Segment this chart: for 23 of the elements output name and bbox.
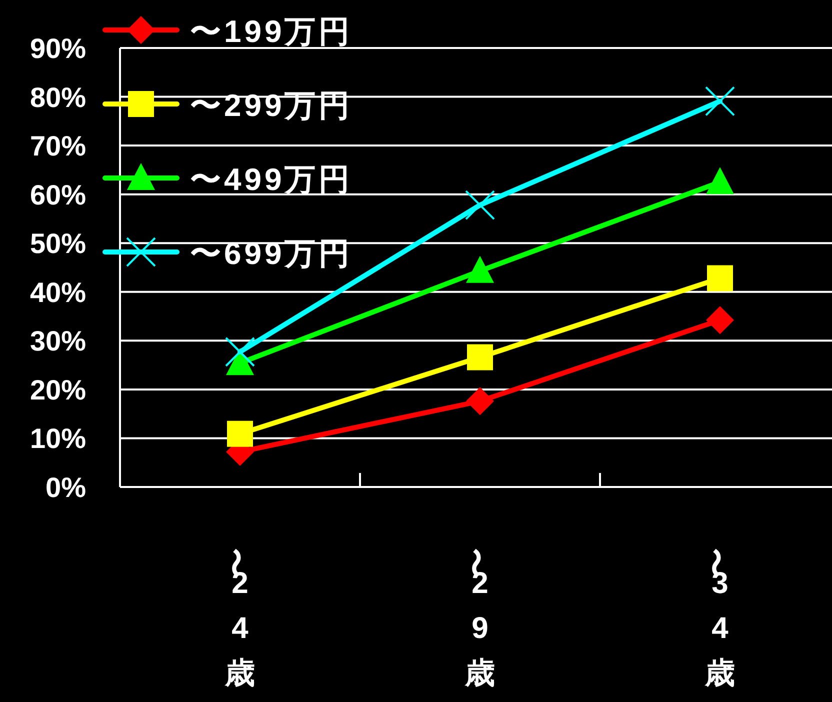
point bbox=[705, 86, 735, 116]
y-tick-label: 0% bbox=[46, 472, 86, 503]
point bbox=[226, 348, 254, 376]
point bbox=[225, 336, 255, 367]
legend-label: 〜499万円 bbox=[190, 162, 353, 197]
point bbox=[707, 265, 733, 292]
legend-label: 〜199万円 bbox=[190, 14, 353, 49]
y-tick-label: 80% bbox=[30, 82, 86, 113]
y-tick-label: 40% bbox=[30, 276, 86, 308]
point bbox=[706, 306, 734, 334]
y-tick-label: 90% bbox=[30, 33, 86, 64]
y-tick-label: 20% bbox=[30, 374, 86, 406]
point bbox=[467, 344, 493, 370]
point bbox=[466, 387, 494, 416]
y-tick-label: 60% bbox=[30, 179, 86, 210]
y-tick-label: 10% bbox=[30, 423, 86, 454]
y-tick-label: 50% bbox=[30, 228, 86, 260]
y-tick-label: 30% bbox=[30, 326, 86, 357]
point bbox=[466, 256, 494, 283]
point bbox=[227, 420, 253, 447]
y-tick-label: 70% bbox=[30, 130, 86, 162]
point bbox=[465, 190, 495, 220]
point bbox=[706, 167, 734, 194]
